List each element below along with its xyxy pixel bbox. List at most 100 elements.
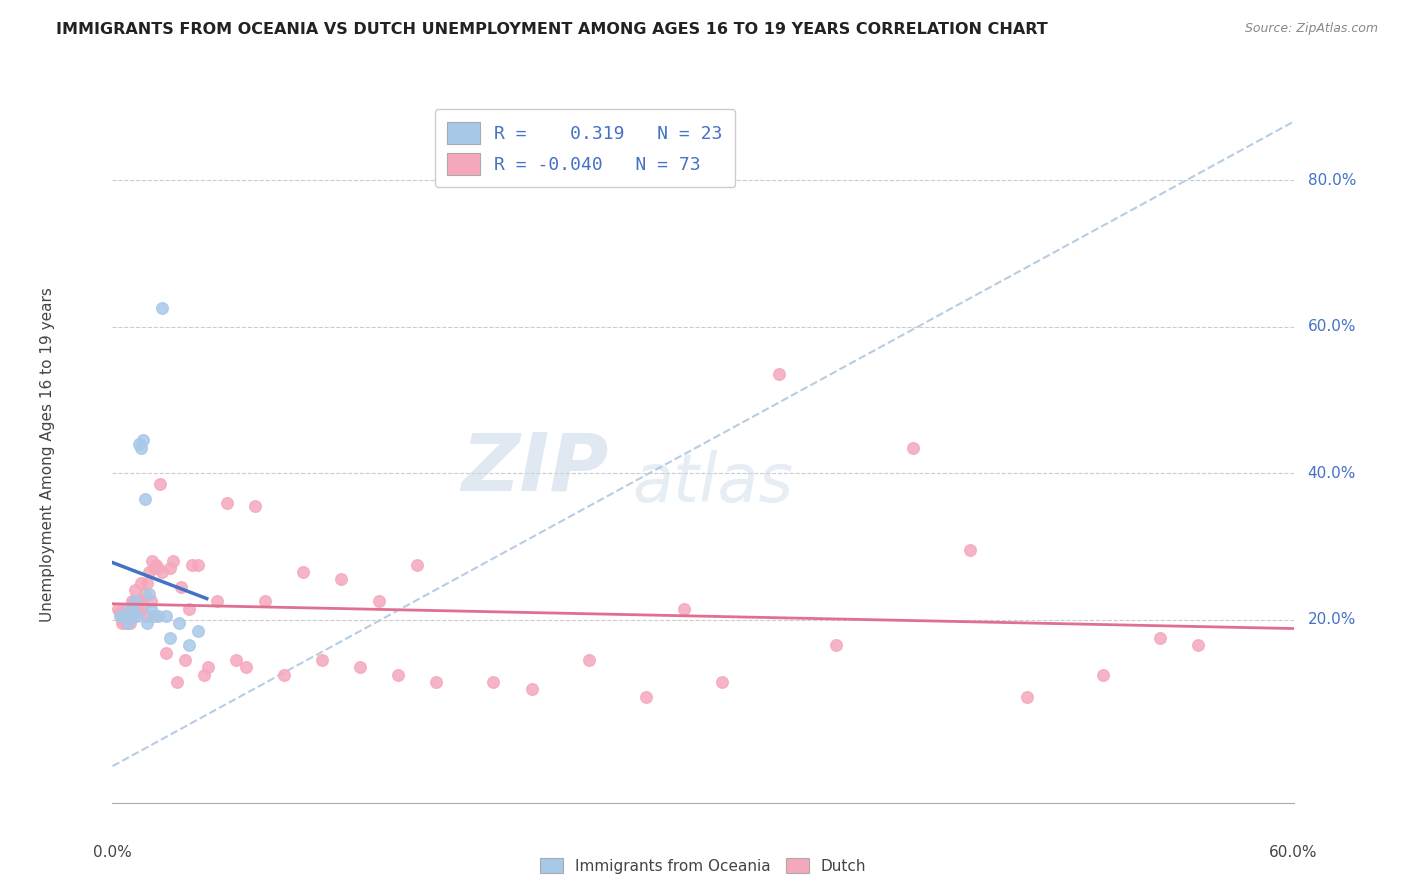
Point (235, 660, 257, 674)
Point (107, 601, 129, 615)
Point (181, 558, 204, 572)
Point (291, 565, 314, 579)
Point (149, 477, 172, 491)
Point (128, 437, 150, 451)
Point (162, 554, 184, 568)
Point (129, 594, 152, 608)
Point (311, 653, 333, 667)
Point (387, 667, 409, 681)
Point (124, 594, 146, 608)
Point (711, 675, 734, 690)
Point (177, 601, 200, 615)
Text: 80.0%: 80.0% (1308, 173, 1355, 188)
Point (122, 606, 145, 620)
Point (959, 543, 981, 558)
Point (124, 583, 146, 598)
Point (132, 598, 155, 612)
Point (578, 653, 600, 667)
Point (127, 609, 149, 624)
Point (167, 616, 190, 631)
Point (143, 561, 166, 575)
Point (482, 675, 505, 690)
Point (118, 616, 141, 631)
Point (138, 565, 160, 579)
Point (127, 601, 149, 615)
Point (135, 609, 157, 624)
Point (145, 558, 167, 572)
Point (1149, 631, 1171, 645)
Text: IMMIGRANTS FROM OCEANIA VS DUTCH UNEMPLOYMENT AMONG AGES 16 TO 19 YEARS CORRELAT: IMMIGRANTS FROM OCEANIA VS DUTCH UNEMPLO… (56, 22, 1047, 37)
Point (128, 606, 150, 620)
Point (425, 675, 447, 690)
Point (135, 616, 157, 631)
Point (108, 609, 131, 624)
Point (177, 638, 200, 652)
Legend: Immigrants from Oceania, Dutch: Immigrants from Oceania, Dutch (533, 852, 873, 880)
Point (406, 558, 429, 572)
Point (111, 616, 134, 631)
Point (138, 587, 160, 601)
Point (170, 580, 193, 594)
Point (225, 653, 247, 667)
Text: atlas: atlas (633, 450, 793, 516)
Point (141, 554, 163, 568)
Point (193, 667, 215, 681)
Point (139, 601, 162, 615)
Point (129, 576, 152, 591)
Point (143, 609, 166, 624)
Text: 20.0%: 20.0% (1308, 612, 1355, 627)
Point (166, 675, 188, 690)
Point (273, 667, 295, 681)
Point (159, 561, 181, 575)
Point (825, 638, 848, 652)
Point (122, 606, 145, 620)
Point (197, 660, 219, 674)
Text: Unemployment Among Ages 16 to 19 years: Unemployment Among Ages 16 to 19 years (39, 287, 55, 623)
Point (148, 561, 170, 575)
Point (118, 601, 141, 615)
Point (520, 682, 543, 697)
Point (127, 606, 149, 620)
Point (114, 609, 136, 624)
Point (117, 616, 139, 631)
Text: 0.0%: 0.0% (93, 845, 132, 860)
Point (129, 441, 152, 455)
Point (155, 646, 177, 660)
Point (187, 624, 209, 638)
Point (173, 653, 195, 667)
Point (132, 434, 155, 448)
Point (135, 576, 157, 591)
Point (121, 609, 143, 624)
Point (139, 594, 162, 608)
Legend: R =    0.319   N = 23, R = -0.040   N = 73: R = 0.319 N = 23, R = -0.040 N = 73 (434, 109, 735, 187)
Point (155, 609, 177, 624)
Point (134, 491, 156, 506)
Point (112, 601, 135, 615)
Point (150, 565, 173, 579)
Point (253, 594, 276, 608)
Point (1015, 690, 1038, 704)
Point (368, 594, 391, 608)
Text: 40.0%: 40.0% (1308, 466, 1355, 481)
Point (207, 594, 229, 608)
Point (148, 609, 170, 624)
Point (672, 601, 695, 615)
Point (330, 573, 353, 587)
Point (159, 631, 181, 645)
Point (111, 613, 134, 627)
Point (134, 587, 156, 601)
Point (1092, 667, 1115, 681)
Point (215, 495, 238, 509)
Text: 60.0%: 60.0% (1308, 319, 1357, 334)
Point (122, 601, 145, 615)
Point (117, 606, 139, 620)
Point (901, 441, 924, 455)
Point (187, 558, 209, 572)
Point (108, 606, 131, 620)
Text: 60.0%: 60.0% (1270, 845, 1317, 860)
Point (245, 499, 267, 513)
Point (114, 616, 136, 631)
Text: Source: ZipAtlas.com: Source: ZipAtlas.com (1244, 22, 1378, 36)
Point (121, 594, 143, 608)
Text: ZIP: ZIP (461, 430, 609, 508)
